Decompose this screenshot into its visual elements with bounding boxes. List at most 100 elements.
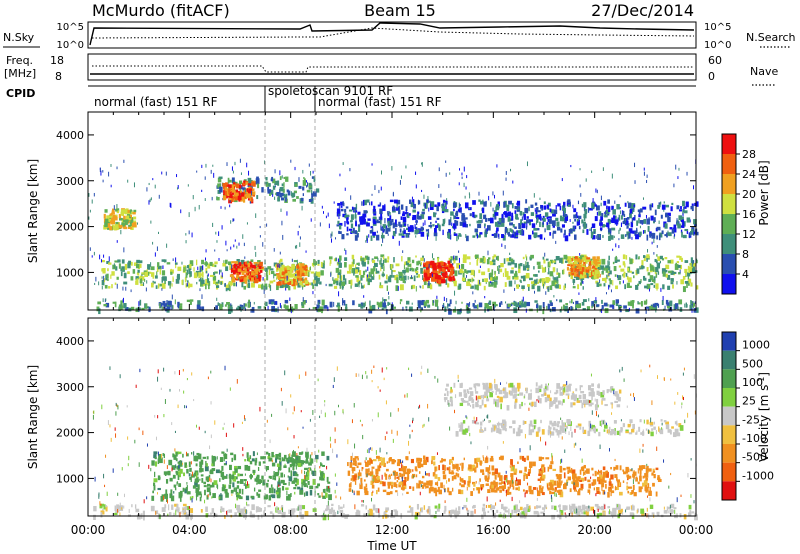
heatmap-cell xyxy=(447,229,451,235)
heatmap-cell xyxy=(555,389,559,394)
heatmap-cell xyxy=(420,481,424,484)
heatmap-cell xyxy=(164,473,167,477)
heatmap-cell xyxy=(567,419,571,425)
heatmap-hotspot-cell xyxy=(248,272,252,275)
heatmap-cell xyxy=(503,258,506,264)
heatmap-noise-cell xyxy=(380,170,382,175)
heatmap-cell xyxy=(489,217,494,224)
heatmap-noise-cell xyxy=(231,166,233,171)
heatmap-cell xyxy=(492,485,495,492)
heatmap-cell xyxy=(680,229,683,234)
heatmap-cell xyxy=(645,477,649,481)
heatmap-cell xyxy=(229,464,232,471)
heatmap-cell xyxy=(535,382,538,387)
heatmap-cell xyxy=(368,308,373,314)
heatmap-hotspot-cell xyxy=(570,268,574,273)
heatmap-noise-cell xyxy=(234,239,236,242)
heatmap-cell xyxy=(188,461,191,468)
heatmap-cell xyxy=(646,419,649,425)
heatmap-cell xyxy=(581,203,584,208)
heatmap-cell xyxy=(275,264,277,268)
heatmap-cell xyxy=(497,266,499,271)
heatmap-cell xyxy=(492,256,495,261)
heatmap-cell xyxy=(107,268,109,272)
heatmap-cell xyxy=(513,468,518,473)
heatmap-cell xyxy=(396,199,401,205)
heatmap-cell xyxy=(578,400,583,403)
freq-tick-high: 18 xyxy=(50,54,64,67)
heatmap-cell xyxy=(161,277,164,283)
heatmap-noise-cell xyxy=(277,263,279,268)
heatmap-cell xyxy=(487,489,491,494)
heatmap-cell xyxy=(471,468,476,471)
heatmap-cell xyxy=(395,490,398,493)
heatmap-cell xyxy=(462,420,466,424)
heatmap-cell xyxy=(302,186,305,191)
heatmap-cell xyxy=(497,472,501,478)
heatmap-cell xyxy=(563,285,566,290)
heatmap-cell xyxy=(167,470,171,476)
heatmap-cell xyxy=(370,480,373,486)
heatmap-cell xyxy=(211,469,213,472)
heatmap-cell xyxy=(191,452,193,455)
heatmap-cell xyxy=(547,261,551,268)
heatmap-noise-cell xyxy=(468,192,470,195)
heatmap-cell xyxy=(575,300,579,306)
heatmap-cell xyxy=(501,218,505,223)
heatmap-cell xyxy=(546,222,548,227)
heatmap-cell xyxy=(652,266,655,272)
heatmap-cell xyxy=(528,429,533,436)
heatmap-hotspot-cell xyxy=(115,208,118,212)
heatmap-cell xyxy=(247,302,251,308)
heatmap-cell xyxy=(487,225,491,231)
heatmap-hotspot-cell xyxy=(228,188,231,192)
heatmap-cell xyxy=(434,299,439,303)
heatmap-cell xyxy=(311,282,314,286)
colorbar-swatch xyxy=(722,134,736,154)
heatmap-cell xyxy=(598,431,601,437)
heatmap-cell xyxy=(579,469,582,475)
heatmap-cell xyxy=(579,385,581,391)
heatmap-cell xyxy=(541,464,545,468)
heatmap-cell xyxy=(396,203,398,209)
heatmap-noise-cell xyxy=(335,237,337,240)
heatmap-hotspot-cell xyxy=(124,209,129,215)
heatmap-cell xyxy=(294,304,298,310)
heatmap-cell xyxy=(625,431,629,434)
heatmap-cell xyxy=(613,393,617,396)
heatmap-cell xyxy=(298,185,302,189)
heatmap-cell xyxy=(580,483,584,489)
heatmap-hotspot-cell xyxy=(229,274,234,278)
heatmap-cell xyxy=(309,457,311,462)
heatmap-cell xyxy=(515,302,518,307)
heatmap-cell xyxy=(628,232,631,239)
heatmap-cell xyxy=(646,267,649,272)
heatmap-cell xyxy=(521,228,524,235)
heatmap-cell xyxy=(236,307,240,311)
heatmap-cell xyxy=(496,204,500,207)
heatmap-cell xyxy=(542,256,545,260)
heatmap-cell xyxy=(157,283,160,289)
heatmap-cell xyxy=(527,472,531,477)
heatmap-cell xyxy=(284,283,289,288)
heatmap-hotspot-cell xyxy=(236,272,240,276)
heatmap-cell xyxy=(477,395,482,400)
heatmap-cell xyxy=(379,285,382,288)
heatmap-noise-cell xyxy=(460,209,462,214)
heatmap-noise-cell xyxy=(608,272,610,277)
heatmap-cell xyxy=(562,304,565,310)
heatmap-noise-cell xyxy=(245,188,247,193)
heatmap-cell xyxy=(475,422,479,425)
heatmap-cell xyxy=(201,259,205,265)
heatmap-hotspot-cell xyxy=(116,210,120,214)
heatmap-cell xyxy=(486,398,490,402)
heatmap-cell xyxy=(170,489,173,496)
heatmap-noise-cell xyxy=(274,196,276,200)
heatmap-noise-cell xyxy=(609,233,611,236)
heatmap-cell xyxy=(218,496,222,499)
heatmap-cell xyxy=(361,467,363,472)
heatmap-cell xyxy=(528,234,532,240)
heatmap-noise-cell xyxy=(488,195,490,201)
heatmap-cell xyxy=(615,302,619,307)
heatmap-cell xyxy=(511,215,514,221)
